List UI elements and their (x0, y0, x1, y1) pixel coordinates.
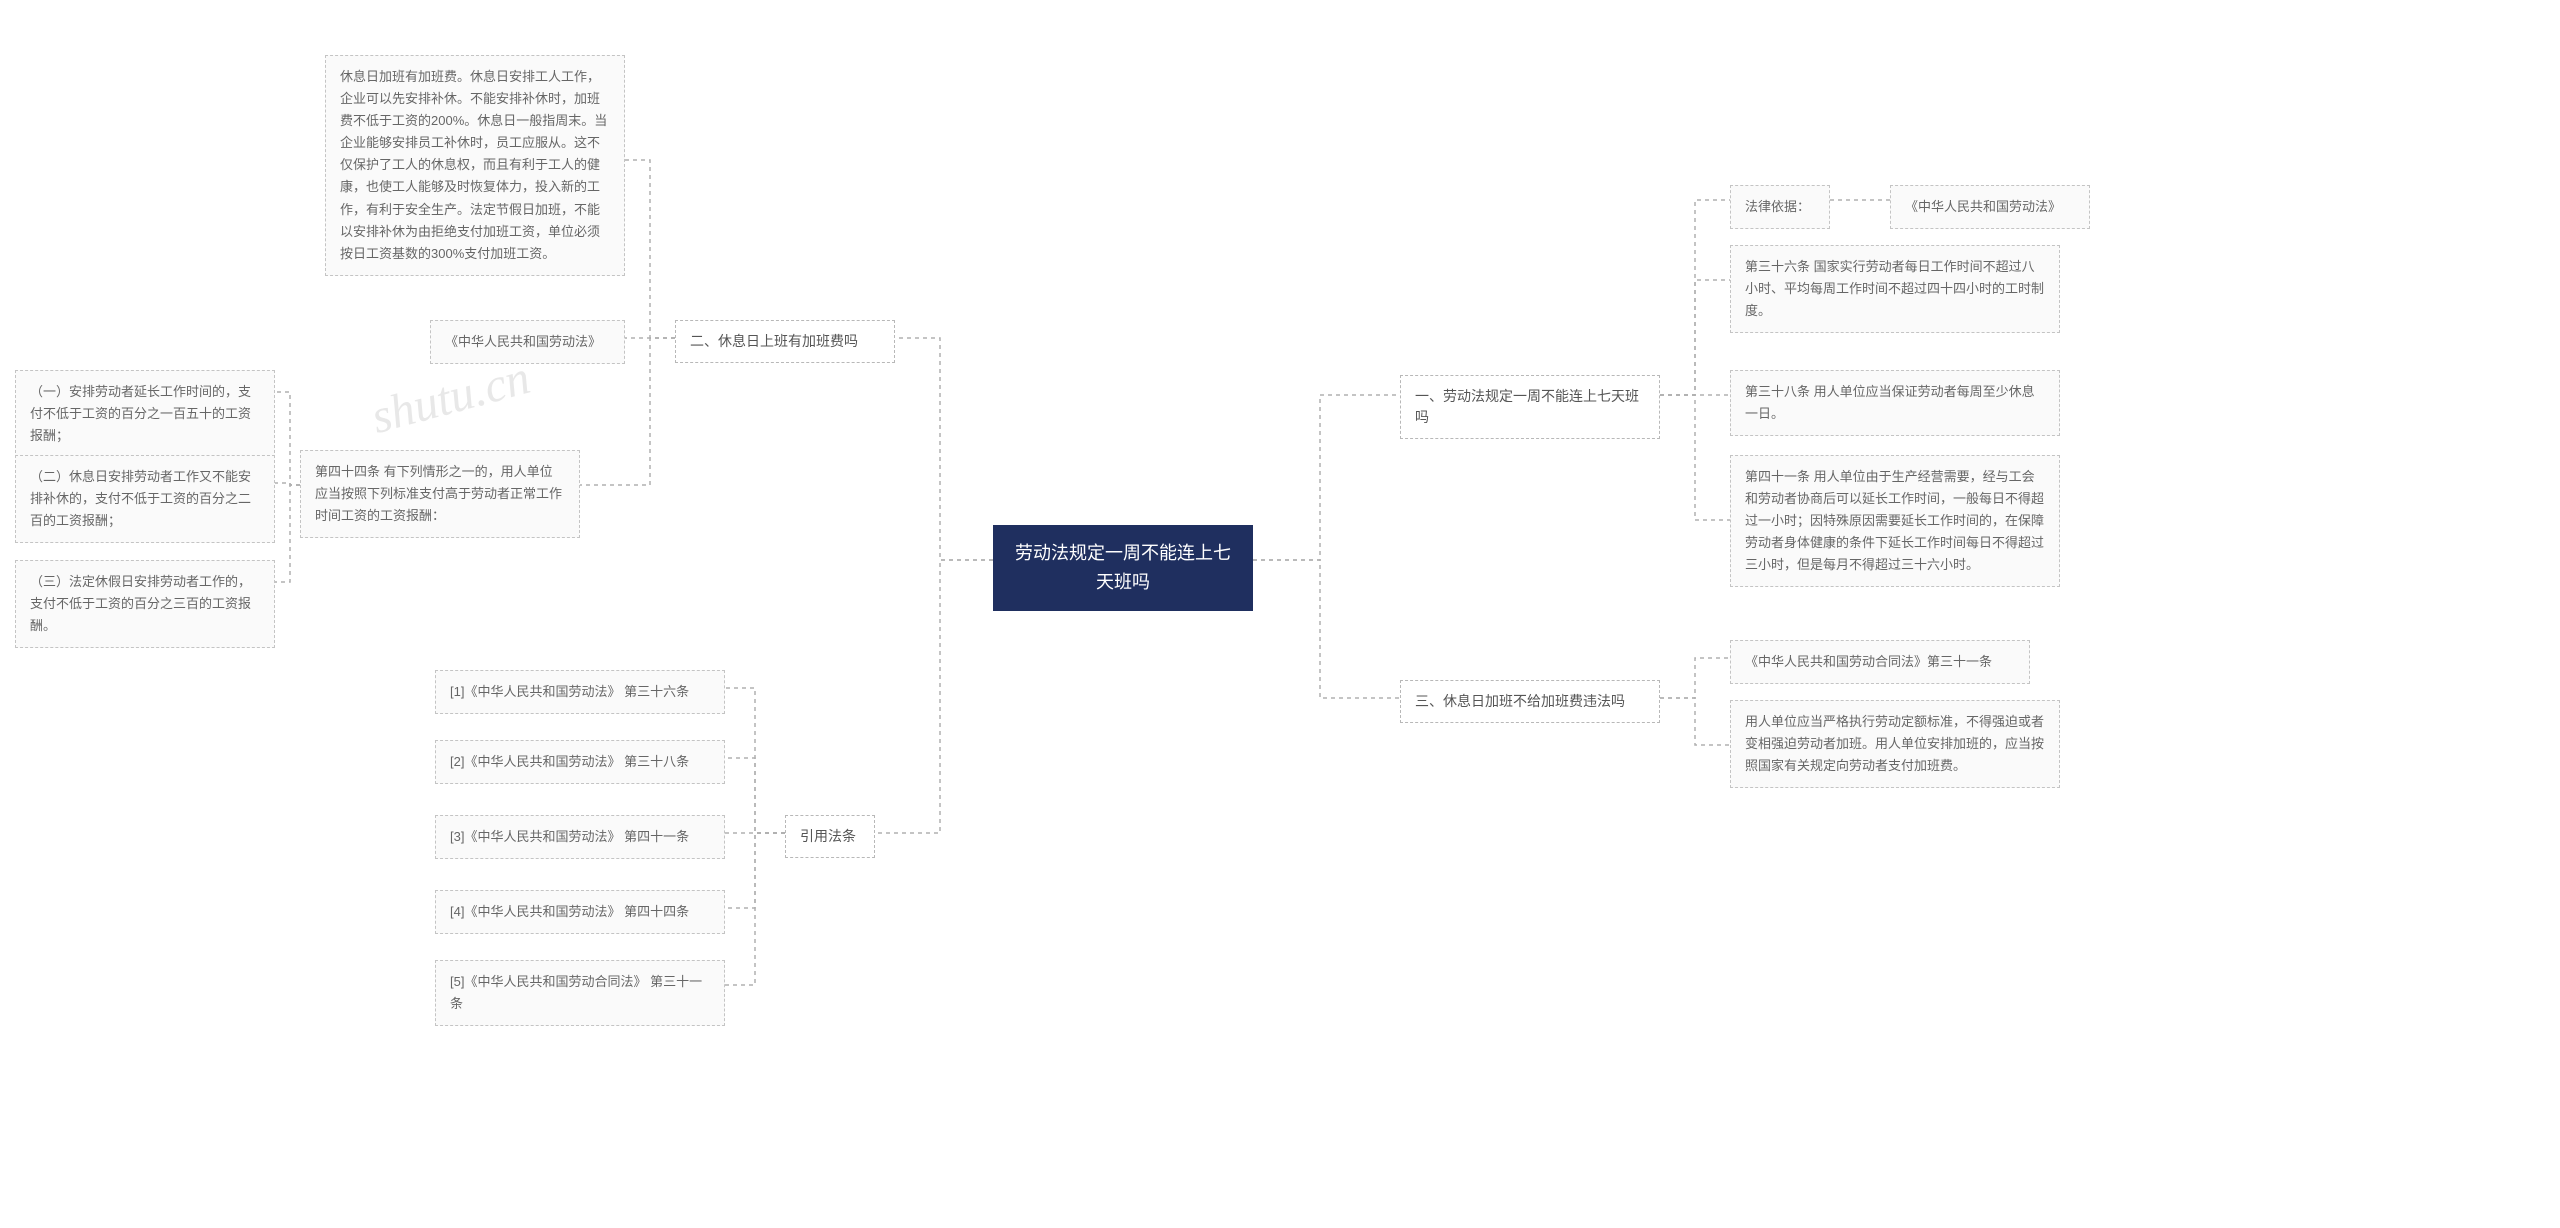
right-leaf-0-0-sub: 《中华人民共和国劳动法》 (1890, 185, 2090, 229)
left-leaf-1-4: [5]《中华人民共和国劳动合同法》 第三十一条 (435, 960, 725, 1026)
left-leaf-0-2-sub-2: （三）法定休假日安排劳动者工作的，支付不低于工资的百分之三百的工资报酬。 (15, 560, 275, 648)
left-leaf-1-1: [2]《中华人民共和国劳动法》 第三十八条 (435, 740, 725, 784)
left-leaf-0-2-sub-0: （一）安排劳动者延长工作时间的，支付不低于工资的百分之一百五十的工资报酬； (15, 370, 275, 458)
left-branch-1: 引用法条 (785, 815, 875, 858)
right-leaf-0-3: 第四十一条 用人单位由于生产经营需要，经与工会和劳动者协商后可以延长工作时间，一… (1730, 455, 2060, 587)
right-leaf-0-1: 第三十六条 国家实行劳动者每日工作时间不超过八小时、平均每周工作时间不超过四十四… (1730, 245, 2060, 333)
left-leaf-0-2: 第四十四条 有下列情形之一的，用人单位应当按照下列标准支付高于劳动者正常工作时间… (300, 450, 580, 538)
left-leaf-0-2-sub-1: （二）休息日安排劳动者工作又不能安排补休的，支付不低于工资的百分之二百的工资报酬… (15, 455, 275, 543)
right-leaf-1-1: 用人单位应当严格执行劳动定额标准，不得强迫或者变相强迫劳动者加班。用人单位安排加… (1730, 700, 2060, 788)
right-branch-0: 一、劳动法规定一周不能连上七天班吗 (1400, 375, 1660, 439)
right-leaf-0-0: 法律依据： (1730, 185, 1830, 229)
left-leaf-0-1: 《中华人民共和国劳动法》 (430, 320, 625, 364)
right-leaf-0-2: 第三十八条 用人单位应当保证劳动者每周至少休息一日。 (1730, 370, 2060, 436)
root-node: 劳动法规定一周不能连上七天班吗 (993, 525, 1253, 611)
watermark: shutu.cn (366, 350, 536, 445)
left-leaf-1-3: [4]《中华人民共和国劳动法》 第四十四条 (435, 890, 725, 934)
right-leaf-1-0: 《中华人民共和国劳动合同法》第三十一条 (1730, 640, 2030, 684)
left-leaf-1-0: [1]《中华人民共和国劳动法》 第三十六条 (435, 670, 725, 714)
right-branch-1: 三、休息日加班不给加班费违法吗 (1400, 680, 1660, 723)
left-leaf-0-0: 休息日加班有加班费。休息日安排工人工作，企业可以先安排补休。不能安排补休时，加班… (325, 55, 625, 276)
left-leaf-1-2: [3]《中华人民共和国劳动法》 第四十一条 (435, 815, 725, 859)
left-branch-0: 二、休息日上班有加班费吗 (675, 320, 895, 363)
